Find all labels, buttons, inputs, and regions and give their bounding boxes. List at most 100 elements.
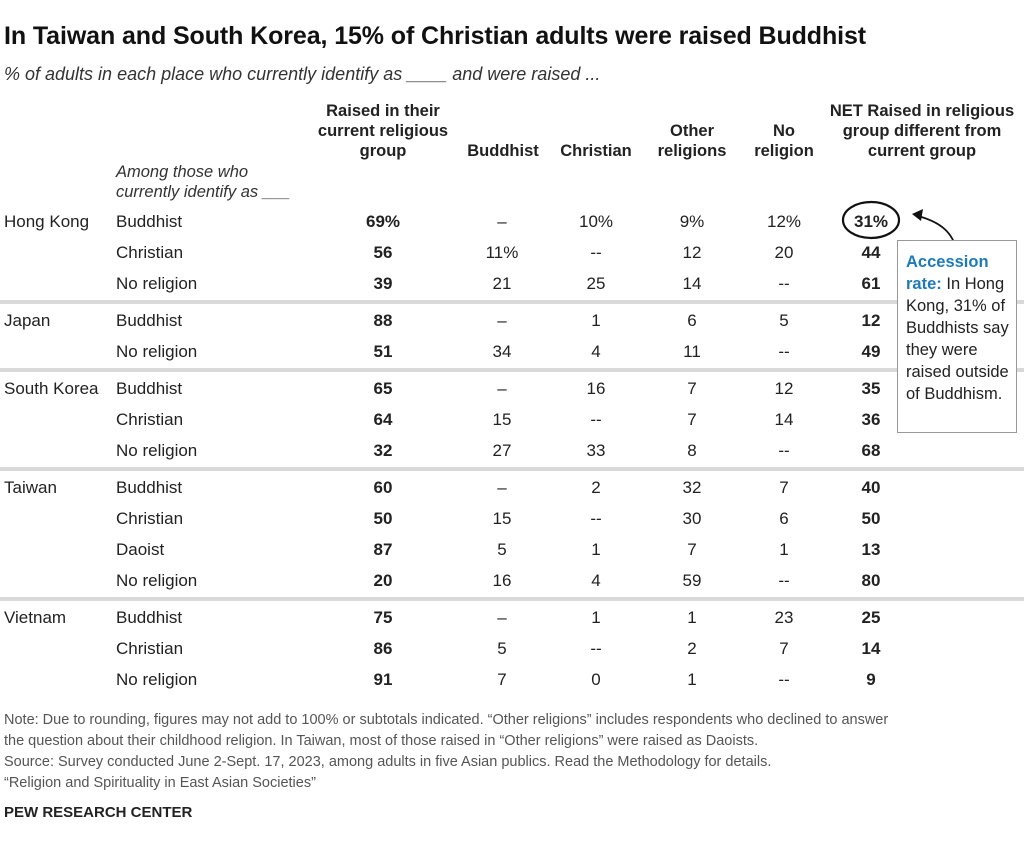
group-label: No religion <box>116 670 198 689</box>
data-table: Hong Kong Buddhist 69% – 10% 9% 12% 31% Christia… <box>0 212 1024 689</box>
cell-raised-current: 86 <box>373 639 393 658</box>
note-line: the question about their childhood relig… <box>4 733 759 749</box>
cell-raised-current: 56 <box>373 243 393 262</box>
cell-raised-none: -- <box>778 441 790 460</box>
group-label: Buddhist <box>116 212 183 231</box>
cell-raised-christian: 10% <box>578 212 614 231</box>
group-label: No religion <box>116 274 198 293</box>
cell-raised-none: 12 <box>774 379 794 398</box>
cell-raised-none: -- <box>778 670 790 689</box>
cell-raised-other: 14 <box>682 274 702 293</box>
cell-raised-current: 50 <box>373 509 393 528</box>
cell-raised-christian: -- <box>590 410 602 429</box>
brand-logo-text: PEW RESEARCH CENTER <box>4 804 193 821</box>
cell-raised-other: 59 <box>682 571 702 590</box>
cell-raised-other: 7 <box>687 410 697 429</box>
cell-raised-christian: 1 <box>591 311 601 330</box>
group-label: No religion <box>116 571 198 590</box>
cell-raised-buddhist: – <box>497 379 507 398</box>
cell-raised-buddhist: 5 <box>497 639 507 658</box>
header-no-religion: No religion <box>754 122 814 160</box>
callout-arrowhead <box>912 209 923 221</box>
group-label: Buddhist <box>116 379 183 398</box>
cell-raised-buddhist: – <box>497 478 507 497</box>
section-separator <box>0 467 1024 471</box>
cell-raised-current: 91 <box>373 670 393 689</box>
cell-net-different: 61 <box>861 274 881 293</box>
header-buddhist: Buddhist <box>467 142 539 160</box>
cell-net-different: 68 <box>861 441 881 460</box>
cell-raised-other: 11 <box>683 342 701 361</box>
cell-raised-buddhist: 34 <box>492 342 512 361</box>
cell-raised-other: 7 <box>687 379 697 398</box>
country-label: Japan <box>4 311 51 330</box>
group-label: No religion <box>116 342 198 361</box>
cell-net-different: 80 <box>861 571 881 590</box>
cell-raised-christian: 16 <box>586 379 606 398</box>
cell-raised-other: 6 <box>687 311 697 330</box>
cell-net-different: 9 <box>866 670 876 689</box>
cell-raised-other: 1 <box>687 670 697 689</box>
cell-raised-other: 1 <box>687 608 697 627</box>
cell-raised-buddhist: 27 <box>492 441 512 460</box>
cell-raised-christian: -- <box>590 509 602 528</box>
cell-raised-christian: 1 <box>591 608 601 627</box>
cell-raised-christian: 4 <box>591 571 601 590</box>
cell-raised-buddhist: – <box>497 311 507 330</box>
group-label: Christian <box>116 410 184 429</box>
cell-raised-other: 30 <box>682 509 702 528</box>
cell-raised-current: 75 <box>373 608 393 627</box>
section-separator <box>0 300 1024 304</box>
cell-raised-none: 1 <box>779 540 789 559</box>
country-label: South Korea <box>4 379 99 398</box>
section-separator <box>0 368 1024 372</box>
cell-raised-christian: -- <box>590 243 602 262</box>
cell-raised-none: 23 <box>774 608 794 627</box>
cell-raised-current: 51 <box>373 342 393 361</box>
cell-raised-other: 12 <box>682 243 702 262</box>
group-label: Christian <box>116 243 184 262</box>
country-label: Vietnam <box>4 608 67 627</box>
cell-net-different: 36 <box>861 410 881 429</box>
cell-raised-buddhist: 15 <box>492 410 512 429</box>
cell-raised-none: -- <box>778 274 790 293</box>
cell-net-different: 44 <box>861 243 881 262</box>
cell-raised-current: 87 <box>373 540 393 559</box>
cell-raised-current: 32 <box>373 441 393 460</box>
among-label: Among those who currently identify as __… <box>116 163 291 201</box>
cell-raised-none: 20 <box>774 243 794 262</box>
cell-raised-current: 88 <box>373 311 393 330</box>
country-label: Hong Kong <box>4 212 90 231</box>
section-separator <box>0 597 1024 601</box>
cell-net-different: 31% <box>853 212 889 231</box>
chart-title: In Taiwan and South Korea, 15% of Christ… <box>4 22 867 50</box>
group-label: Christian <box>116 639 184 658</box>
callout-text: In Hong Kong, 31% of Buddhists say they … <box>906 275 1009 403</box>
header-net-different: NET Raised in religious group different … <box>829 102 1015 160</box>
cell-raised-none: 7 <box>779 478 789 497</box>
cell-raised-buddhist: – <box>497 212 507 231</box>
cell-raised-christian: 0 <box>591 670 601 689</box>
cell-raised-current: 65 <box>373 379 393 398</box>
source-line: Source: Survey conducted June 2-Sept. 17… <box>4 754 772 770</box>
cell-raised-buddhist: 5 <box>497 540 507 559</box>
cell-net-different: 14 <box>861 639 881 658</box>
header-raised-current: Raised in their current religious group <box>317 102 449 160</box>
cell-raised-christian: -- <box>590 639 602 658</box>
cell-raised-none: -- <box>778 571 790 590</box>
cell-raised-buddhist: 11% <box>485 243 519 262</box>
cell-raised-christian: 1 <box>591 540 601 559</box>
cell-raised-buddhist: 15 <box>492 509 512 528</box>
cell-raised-other: 7 <box>687 540 697 559</box>
report-line: “Religion and Spirituality in East Asian… <box>4 775 316 791</box>
note-line: Note: Due to rounding, figures may not a… <box>4 712 889 728</box>
cell-raised-other: 9% <box>679 212 705 231</box>
cell-raised-current: 69% <box>365 212 401 231</box>
footnotes: Note: Due to rounding, figures may not a… <box>4 710 888 794</box>
cell-raised-christian: 4 <box>591 342 601 361</box>
cell-raised-none: 14 <box>774 410 794 429</box>
highlight-circle <box>841 200 901 240</box>
accession-rate-callout: Accession rate: In Hong Kong, 31% of Bud… <box>897 240 1017 433</box>
cell-raised-other: 32 <box>682 478 702 497</box>
